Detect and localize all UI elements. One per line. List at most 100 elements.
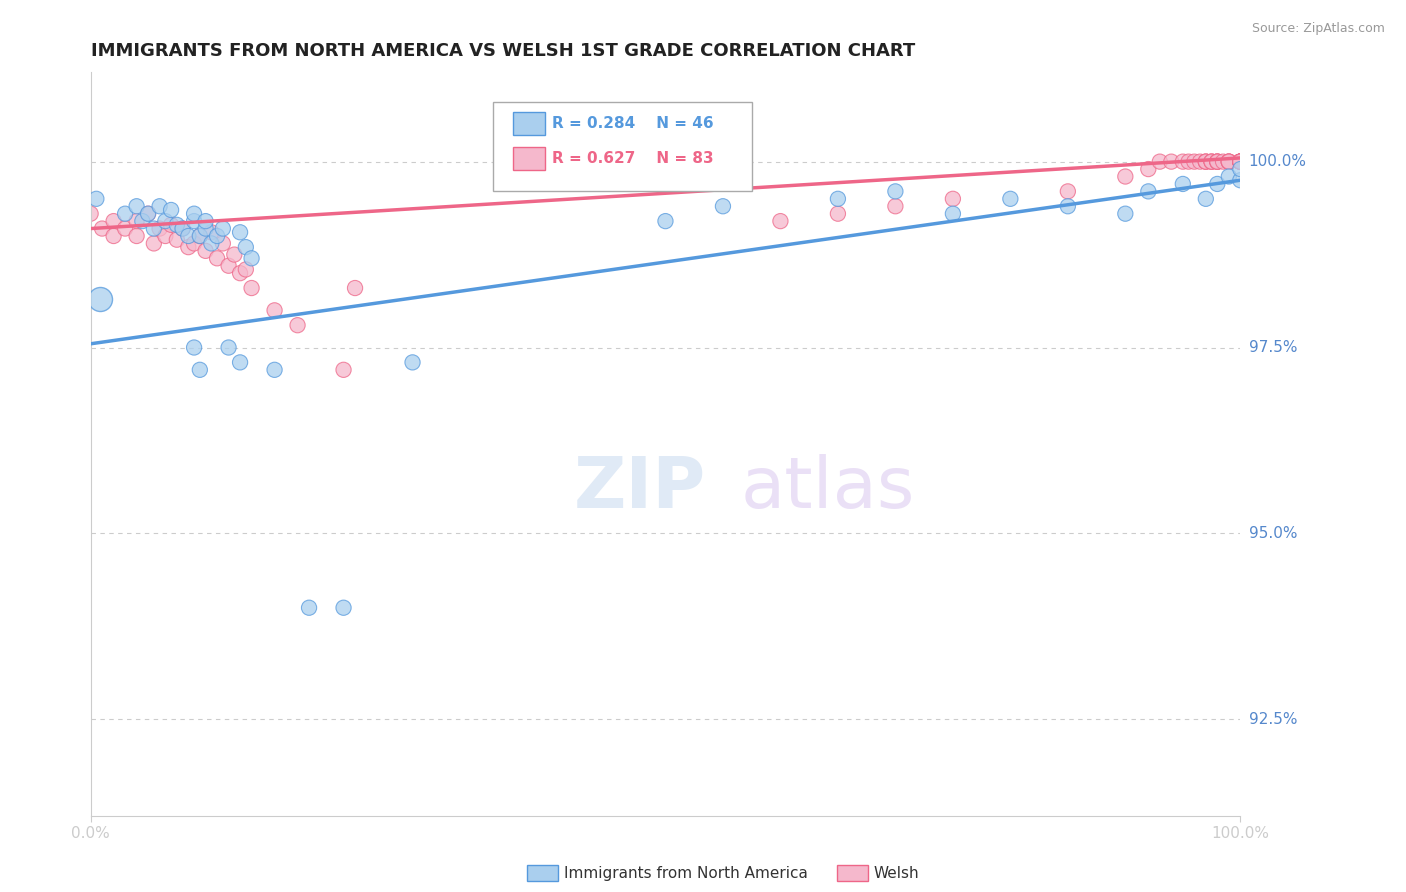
Point (1195, 192, 1218, 206)
Point (183, 207, 205, 221)
Point (218, 341, 240, 355)
Point (188, 229, 211, 244)
Point (344, 281, 367, 295)
Point (136, 207, 159, 221)
Point (1212, 154, 1234, 169)
Point (1171, 154, 1194, 169)
Bar (513, 112, 544, 135)
Point (1218, 169, 1240, 184)
Point (1201, 154, 1223, 169)
Point (1000, 192, 1022, 206)
Point (91, 221, 114, 235)
Point (1229, 154, 1251, 169)
Point (183, 341, 205, 355)
Text: Immigrants from North America: Immigrants from North America (564, 866, 807, 880)
Point (235, 262, 257, 277)
Point (235, 240, 257, 254)
Point (884, 199, 907, 213)
Point (89, 292, 111, 306)
Point (1229, 154, 1251, 169)
Text: Welsh: Welsh (873, 866, 918, 880)
Point (172, 221, 194, 235)
Point (177, 240, 200, 254)
Point (224, 247, 246, 261)
Point (1056, 199, 1078, 213)
Point (1189, 154, 1212, 169)
Text: R = 0.627    N = 83: R = 0.627 N = 83 (553, 151, 714, 166)
Point (205, 252, 228, 266)
Point (401, 355, 423, 369)
Point (183, 236, 205, 251)
Point (1201, 154, 1223, 169)
Point (218, 259, 240, 273)
Point (1137, 185, 1160, 199)
Point (1201, 154, 1223, 169)
Text: 97.5%: 97.5% (1249, 340, 1298, 355)
Point (1206, 154, 1229, 169)
Point (188, 229, 211, 244)
Point (1218, 154, 1240, 169)
Text: Source: ZipAtlas.com: Source: ZipAtlas.com (1251, 22, 1385, 36)
Point (172, 221, 194, 235)
Point (166, 233, 188, 247)
Point (205, 229, 228, 244)
Point (1177, 154, 1199, 169)
Point (942, 207, 965, 221)
Point (1218, 154, 1240, 169)
Point (1195, 154, 1218, 169)
Text: 92.5%: 92.5% (1249, 712, 1298, 727)
Point (1114, 169, 1136, 184)
Point (125, 229, 148, 244)
Point (1218, 154, 1240, 169)
Point (103, 229, 125, 244)
Point (1229, 154, 1251, 169)
Point (114, 207, 136, 221)
Text: 95.0%: 95.0% (1249, 526, 1298, 541)
Point (1229, 154, 1251, 169)
Point (114, 221, 136, 235)
Text: IMMIGRANTS FROM NORTH AMERICA VS WELSH 1ST GRADE CORRELATION CHART: IMMIGRANTS FROM NORTH AMERICA VS WELSH 1… (90, 42, 915, 60)
Text: R = 0.284    N = 46: R = 0.284 N = 46 (553, 116, 714, 131)
Point (155, 214, 177, 228)
Bar (513, 147, 544, 169)
Point (240, 281, 263, 295)
Point (136, 207, 159, 221)
Point (160, 218, 183, 232)
Point (1229, 154, 1251, 169)
Point (1218, 154, 1240, 169)
Point (125, 199, 148, 213)
Point (287, 318, 309, 333)
Point (1206, 154, 1229, 169)
Point (188, 363, 211, 377)
Point (166, 218, 188, 232)
Point (1206, 177, 1229, 191)
Point (1149, 154, 1171, 169)
Text: ZIP: ZIP (574, 454, 706, 524)
Point (131, 214, 153, 228)
Point (79, 207, 101, 221)
Point (194, 221, 217, 235)
Point (240, 252, 263, 266)
Point (1195, 154, 1218, 169)
Point (1229, 154, 1251, 169)
Point (1160, 154, 1182, 169)
Point (86, 192, 108, 206)
Point (155, 229, 177, 244)
Point (769, 214, 792, 228)
Point (177, 229, 200, 244)
Point (1137, 162, 1160, 177)
Point (125, 214, 148, 228)
Point (211, 236, 233, 251)
Point (229, 266, 252, 280)
Point (942, 192, 965, 206)
Point (183, 214, 205, 228)
Point (142, 236, 165, 251)
FancyBboxPatch shape (494, 103, 752, 192)
Point (827, 207, 849, 221)
Point (149, 199, 172, 213)
Point (1229, 173, 1251, 187)
Point (160, 202, 183, 217)
Point (200, 236, 222, 251)
Point (1182, 154, 1205, 169)
Point (194, 244, 217, 258)
